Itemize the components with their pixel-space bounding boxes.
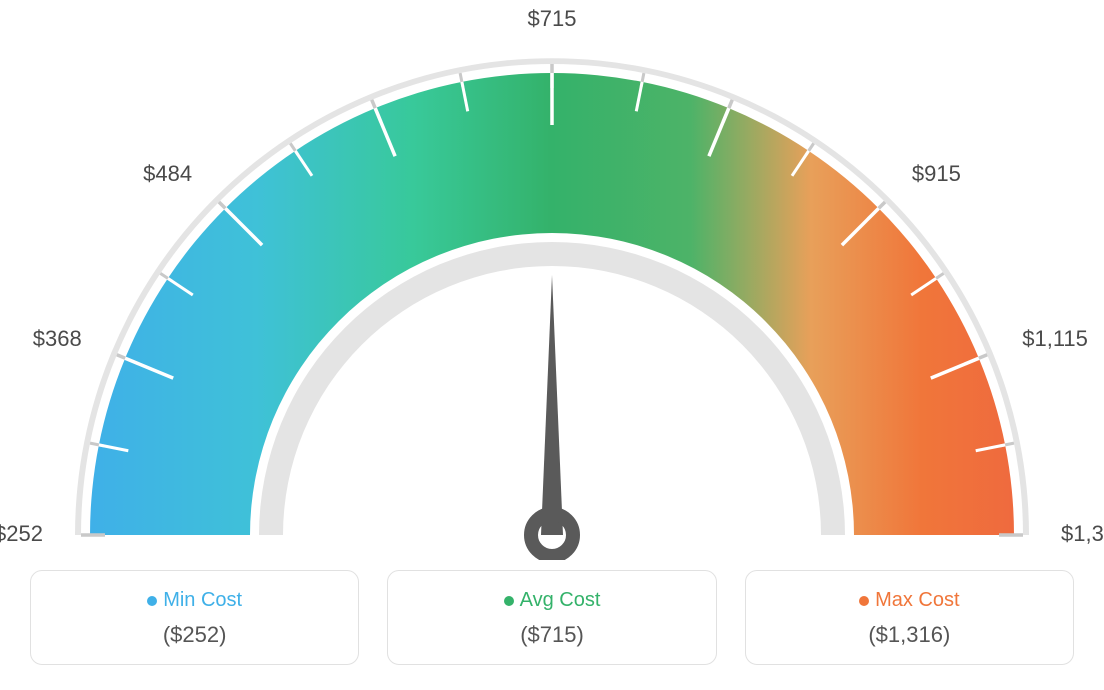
tick-label: $1,115 — [1022, 326, 1088, 351]
legend-card: Avg Cost ($715) — [387, 570, 716, 665]
legend-card: Max Cost ($1,316) — [745, 570, 1074, 665]
legend-title: Max Cost — [756, 589, 1063, 612]
tick-label: $715 — [528, 6, 577, 31]
legend-title: Avg Cost — [398, 589, 705, 612]
legend-label: Max Cost — [875, 589, 959, 611]
tick-label: $484 — [143, 161, 192, 186]
gauge-svg: $252 $368 $484 $715 $915 $1,115 $1,316 — [0, 0, 1104, 560]
legend-value: ($1,316) — [756, 622, 1063, 648]
legend-dot-icon — [859, 596, 869, 606]
tick-label: $1,316 — [1061, 521, 1104, 546]
legend-value: ($252) — [41, 622, 348, 648]
legend-title: Min Cost — [41, 589, 348, 612]
tick-label: $915 — [912, 161, 961, 186]
legend-label: Avg Cost — [520, 589, 601, 611]
legend-row: Min Cost ($252) Avg Cost ($715) Max Cost ($1,… — [0, 570, 1104, 665]
gauge-needle — [541, 275, 563, 535]
tick-label: $368 — [33, 326, 82, 351]
tick-label: $252 — [0, 521, 43, 546]
legend-dot-icon — [147, 596, 157, 606]
legend-label: Min Cost — [163, 589, 242, 611]
legend-value: ($715) — [398, 622, 705, 648]
cost-gauge-chart: $252 $368 $484 $715 $915 $1,115 $1,316 — [0, 0, 1104, 560]
legend-dot-icon — [504, 596, 514, 606]
legend-card: Min Cost ($252) — [30, 570, 359, 665]
